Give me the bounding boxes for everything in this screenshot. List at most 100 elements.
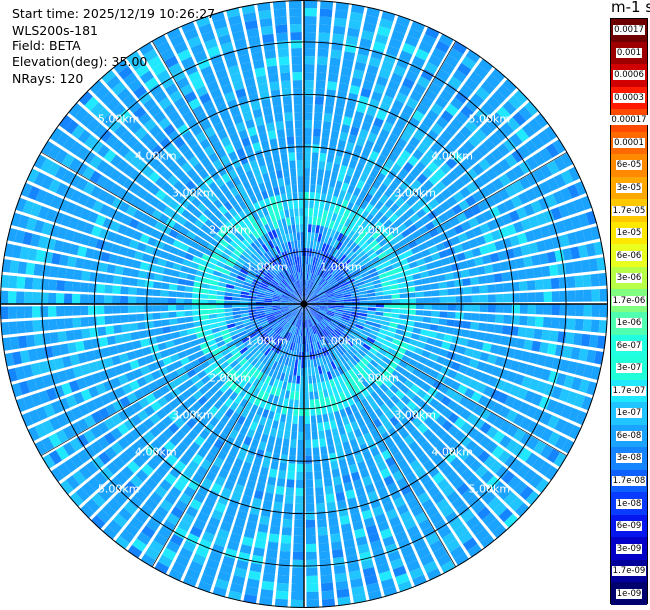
ray-gate xyxy=(366,351,376,359)
ray-gate xyxy=(446,319,456,327)
ray-gate xyxy=(228,207,238,217)
ray-gate xyxy=(354,528,366,539)
ray-gate xyxy=(161,275,171,283)
ray-gate xyxy=(306,311,309,320)
ray-gate xyxy=(209,385,219,395)
ray-gate xyxy=(289,307,297,312)
ray-gate xyxy=(283,290,291,296)
ray-gate xyxy=(234,260,244,268)
ray-gate xyxy=(295,327,299,336)
colorbar-cell: 0.001 xyxy=(611,41,647,65)
ray-gate xyxy=(229,401,239,412)
ray-gate xyxy=(129,239,140,250)
ray-gate xyxy=(402,42,416,55)
ray-gate xyxy=(224,91,236,103)
ray-gate xyxy=(340,466,350,476)
ray-gate xyxy=(256,299,265,302)
colorbar-cell: 3e-05 xyxy=(611,176,647,200)
ray-gate xyxy=(136,305,145,313)
ray-gate xyxy=(313,455,321,464)
ray-gate xyxy=(466,426,479,439)
ray-gate xyxy=(317,168,325,178)
ray-gate xyxy=(509,497,524,512)
ray-gate xyxy=(160,319,170,327)
ray-gate xyxy=(318,340,324,349)
ray-gate xyxy=(210,279,219,286)
ray-gate xyxy=(278,56,290,66)
ray-gate xyxy=(401,369,412,379)
ray-gate xyxy=(200,119,212,131)
ray-gate xyxy=(400,202,411,213)
ray-gate xyxy=(168,568,184,582)
ray-gate xyxy=(312,439,319,448)
ray-gate xyxy=(477,200,489,212)
ray-gate xyxy=(170,34,185,48)
ray-gate xyxy=(561,421,575,437)
ray-gate xyxy=(264,375,272,385)
ray-gate xyxy=(285,288,293,294)
ray-gate xyxy=(155,465,168,478)
ray-gate xyxy=(96,174,109,188)
ray-gate xyxy=(323,477,333,487)
ray-gate xyxy=(538,461,552,476)
ray-gate xyxy=(72,317,82,328)
ray-gate xyxy=(261,280,270,286)
ray-gate xyxy=(199,385,209,395)
ray-gate xyxy=(105,274,115,284)
ray-gate xyxy=(395,272,405,279)
ray-gate xyxy=(318,542,330,552)
ray-gate xyxy=(151,62,167,76)
ray-gate xyxy=(249,562,263,573)
ray-gate xyxy=(289,274,295,283)
ray-gate xyxy=(110,243,121,254)
ray-gate xyxy=(558,204,570,218)
ray-gate xyxy=(513,428,526,442)
ray-gate xyxy=(216,313,225,318)
ray-gate xyxy=(547,343,557,356)
ray-gate xyxy=(275,263,282,272)
ray-gate xyxy=(344,423,353,433)
ray-gate xyxy=(292,567,304,576)
ray-gate xyxy=(370,428,380,439)
ray-gate xyxy=(263,326,272,333)
ray-gate xyxy=(473,431,485,444)
ray-gate xyxy=(366,582,381,594)
ray-gate xyxy=(380,528,393,540)
ray-gate xyxy=(465,49,481,64)
ray-gate xyxy=(264,305,273,309)
ray-gate xyxy=(424,26,440,40)
ray-gate xyxy=(260,588,274,599)
ray-gate xyxy=(513,373,525,386)
ray-gate xyxy=(292,192,298,201)
colorbar-tick-label: 1e-08 xyxy=(615,498,643,509)
ray-gate xyxy=(151,370,162,380)
ray-gate xyxy=(336,384,343,394)
ray-gate xyxy=(209,416,220,427)
ray-gate xyxy=(382,316,391,322)
ray-gate xyxy=(277,262,284,271)
ray-gate xyxy=(294,511,304,520)
ray-gate xyxy=(117,187,129,200)
ray-gate xyxy=(408,261,418,269)
ray-gate xyxy=(207,370,217,380)
ray-gate xyxy=(346,250,355,259)
ray-gate xyxy=(83,181,96,195)
ray-gate xyxy=(275,326,283,334)
ray-gate xyxy=(304,160,311,169)
ray-gate xyxy=(318,242,324,251)
ray-gate xyxy=(256,406,264,416)
ray-gate xyxy=(245,275,254,282)
ray-gate xyxy=(112,456,126,470)
ray-gate xyxy=(143,192,155,204)
ray-gate xyxy=(359,38,373,49)
ray-gate xyxy=(465,195,477,207)
ray-gate xyxy=(468,330,478,340)
ray-gate xyxy=(502,282,512,292)
ray-gate xyxy=(41,420,55,435)
ray-gate xyxy=(501,470,516,485)
ray-gate xyxy=(500,122,514,137)
ray-gate xyxy=(479,422,492,435)
ray-gate xyxy=(170,149,182,162)
ray-gate xyxy=(379,214,389,225)
ray-gate xyxy=(327,81,338,91)
